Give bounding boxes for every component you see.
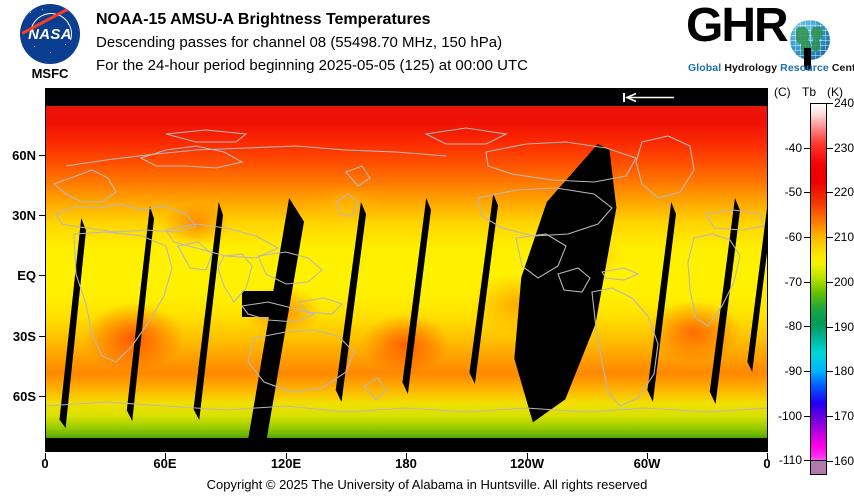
ghrc-tagline: Global Hydrology Resource Center [688,62,854,74]
y-tick-label: EQ [17,268,36,283]
title-block: NOAA-15 AMSU-A Brightness Temperatures D… [96,8,528,77]
x-tick-label: 0 [763,456,771,471]
map-bottom-border-band [46,438,767,451]
colorbar-celsius-tick [804,460,810,461]
colorbar-celsius-label: -40 [784,141,802,155]
colorbar-celsius-tick [804,416,810,417]
nasa-wordmark: NASA [28,26,72,43]
x-tick-label: 60W [633,456,661,471]
colorbar-kelvin-tick [827,327,833,328]
colorbar-celsius-label: -80 [784,319,802,333]
colorbar-kelvin-tick [827,237,833,238]
x-tick [767,453,768,459]
colorbar-celsius-label: -100 [777,409,802,423]
colorbar-kelvin-label: 210 [834,230,854,244]
colorbar-celsius-label: -60 [784,230,802,244]
colorbar-unit-kelvin: (K) [827,85,843,99]
ghrc-logo: GHR Global Hydrology Resource Center [686,0,854,76]
colorbar-celsius-tick [804,148,810,149]
x-tick-label: 60E [153,456,177,471]
colorbar-celsius-label: -50 [784,185,802,199]
no-data-wedge-notch [242,291,278,317]
temperature-field [46,106,767,451]
x-tick [406,453,407,459]
colorbar-celsius-tick [804,237,810,238]
ghrc-globe-icon [790,20,830,60]
colorbar-celsius-label: -90 [784,364,802,378]
x-tick-label: 120E [270,456,302,471]
map-top-border-band [46,89,767,106]
colorbar-unit-celsius: (C) [774,85,791,99]
colorbar-celsius-tick [804,371,810,372]
colorbar-celsius-label: -110 [778,453,802,467]
x-tick-label: 120W [510,456,544,471]
colorbar-kelvin-tick [827,148,833,149]
colorbar-kelvin-label: 170 [834,409,854,423]
y-tick [39,155,45,156]
colorbar-quantity-label: Tb [802,85,817,99]
y-tick-label: 60S [12,389,36,404]
x-tick [165,453,166,459]
ghrc-tagline-word-3: Center [831,62,854,74]
y-tick-label: 60N [12,148,36,163]
colorbar-kelvin-label: 200 [834,275,854,289]
y-tick [39,215,45,216]
ghrc-tagline-word-0: Global [688,62,722,74]
y-tick [39,275,45,276]
colorbar-kelvin-tick [827,416,833,417]
colorbar-kelvin-label: 180 [834,364,854,378]
header: NASA MSFC NOAA-15 AMSU-A Brightness Temp… [0,0,854,86]
x-tick [286,453,287,459]
colorbar-kelvin-label: 240 [834,96,854,110]
colorbar-kelvin-tick [827,371,833,372]
colorbar-celsius-label: -70 [784,275,802,289]
ghrc-tagline-word-2: Resource [780,62,829,74]
y-tick-label: 30S [12,329,36,344]
colorbar-below-range-swatch [810,461,827,475]
x-tick-label: 180 [395,456,417,471]
y-tick [39,336,45,337]
x-tick [45,453,46,459]
colorbar-kelvin-tick [827,192,833,193]
page-subtitle-period: For the 24-hour period beginning 2025-05… [96,57,528,74]
colorbar-kelvin-tick [827,461,833,462]
nasa-meatball-icon: NASA [20,4,80,64]
colorbar-kelvin-label: 160 [834,454,854,468]
colorbar-kelvin-label: 230 [834,141,854,155]
colorbar-celsius-tick [804,326,810,327]
x-tick-label: 0 [41,456,49,471]
page-title: NOAA-15 AMSU-A Brightness Temperatures [96,11,431,28]
copyright-notice: Copyright © 2025 The University of Alaba… [206,477,648,492]
colorbar-kelvin-tick [827,282,833,283]
ghrc-globe-stem [804,48,811,70]
colorbar-celsius-tick [804,192,810,193]
ghrc-acronym: GHR [686,0,789,52]
y-tick [39,396,45,397]
colorbar-kelvin-tick [827,103,833,104]
colorbar-celsius-tick [804,282,810,283]
nasa-center-label: MSFC [31,66,69,81]
nasa-msfc-logo: NASA MSFC [10,4,90,82]
colorbar-kelvin-label: 220 [834,185,854,199]
colorbar-kelvin-label: 190 [834,320,854,334]
brightness-temperature-map[interactable] [45,88,768,452]
ghrc-tagline-word-1: Hydrology [724,62,778,74]
x-tick [647,453,648,459]
colorbar-gradient[interactable] [810,103,827,461]
swath-direction-left-arrow-icon [623,93,674,102]
page-subtitle-channel: Descending passes for channel 08 (55498.… [96,34,503,51]
x-tick [527,453,528,459]
y-tick-label: 30N [12,208,36,223]
